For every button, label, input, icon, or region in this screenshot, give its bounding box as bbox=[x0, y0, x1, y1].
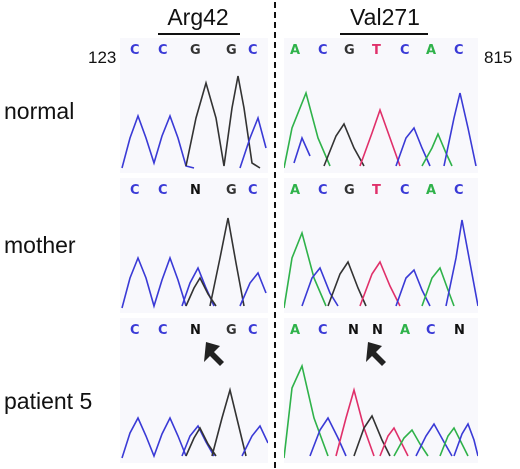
svg-text:C: C bbox=[400, 183, 410, 198]
svg-text:A: A bbox=[290, 43, 300, 58]
position-right: 815 bbox=[484, 48, 513, 67]
trace-mother-right: A C G T C A C bbox=[284, 183, 478, 309]
svg-text:C: C bbox=[248, 323, 258, 338]
header-right: Val271 bbox=[350, 4, 420, 30]
bases-mother-right: A C G T C A C bbox=[290, 183, 464, 198]
row-label-normal: normal bbox=[4, 98, 75, 124]
svg-text:C: C bbox=[130, 183, 140, 198]
svg-text:G: G bbox=[344, 183, 355, 198]
svg-text:C: C bbox=[454, 43, 464, 58]
chromatogram-patient-left: C C N G C bbox=[120, 318, 268, 463]
svg-text:G: G bbox=[190, 43, 201, 58]
trace-normal-left: C C G G C bbox=[121, 43, 267, 169]
bases-normal-left: C C G G C bbox=[130, 43, 258, 58]
chromatogram-mother-right: A C G T C A C bbox=[284, 178, 478, 313]
header-right-underline bbox=[340, 33, 428, 35]
svg-text:G: G bbox=[344, 43, 355, 58]
svg-text:A: A bbox=[426, 43, 436, 58]
svg-text:C: C bbox=[400, 43, 410, 58]
svg-text:T: T bbox=[372, 183, 381, 198]
header-left-underline bbox=[158, 33, 240, 35]
chromatogram-normal-left: C C G G C bbox=[120, 38, 268, 173]
trace-patient-left: C C N G C bbox=[121, 323, 268, 459]
svg-text:C: C bbox=[454, 183, 464, 198]
row-label-patient: patient 5 bbox=[4, 388, 93, 414]
svg-text:N: N bbox=[372, 323, 383, 338]
center-divider bbox=[274, 2, 276, 468]
svg-text:C: C bbox=[130, 43, 140, 58]
svg-text:N: N bbox=[190, 323, 201, 338]
position-left: 123 bbox=[88, 48, 117, 67]
svg-text:G: G bbox=[226, 43, 237, 58]
svg-text:C: C bbox=[318, 323, 328, 338]
svg-text:G: G bbox=[226, 323, 237, 338]
svg-text:A: A bbox=[290, 183, 300, 198]
svg-text:T: T bbox=[372, 43, 381, 58]
svg-text:A: A bbox=[426, 183, 436, 198]
svg-text:N: N bbox=[190, 183, 201, 198]
arrow-left-icon bbox=[204, 342, 224, 366]
svg-text:C: C bbox=[248, 183, 258, 198]
svg-text:C: C bbox=[318, 183, 328, 198]
chromatogram-normal-right: A C G T C A C bbox=[284, 38, 478, 173]
bases-patient-right: A C N N A C N bbox=[290, 323, 465, 338]
bases-patient-left: C C N G C bbox=[130, 323, 258, 338]
svg-text:C: C bbox=[158, 323, 168, 338]
svg-text:A: A bbox=[400, 323, 410, 338]
chromatogram-patient-right: A C N N A C N bbox=[284, 318, 478, 463]
row-label-mother: mother bbox=[4, 232, 76, 258]
bases-mother-left: C C N G C bbox=[130, 183, 258, 198]
bases-normal-right: A C G T C A C bbox=[290, 43, 464, 58]
header-left: Arg42 bbox=[167, 4, 229, 30]
svg-text:A: A bbox=[290, 323, 300, 338]
trace-normal-right: A C G T C A C bbox=[284, 43, 477, 169]
svg-text:C: C bbox=[158, 43, 168, 58]
svg-text:C: C bbox=[426, 323, 436, 338]
svg-text:C: C bbox=[248, 43, 258, 58]
chromatogram-mother-left: C C N G C bbox=[120, 178, 268, 313]
arrow-right-icon bbox=[366, 342, 386, 366]
svg-text:G: G bbox=[226, 183, 237, 198]
svg-text:C: C bbox=[318, 43, 328, 58]
svg-text:C: C bbox=[130, 323, 140, 338]
svg-text:N: N bbox=[348, 323, 359, 338]
trace-patient-right: A C N N A C N bbox=[284, 323, 478, 459]
svg-text:C: C bbox=[158, 183, 168, 198]
svg-text:N: N bbox=[454, 323, 465, 338]
trace-mother-left: C C N G C bbox=[121, 183, 267, 309]
